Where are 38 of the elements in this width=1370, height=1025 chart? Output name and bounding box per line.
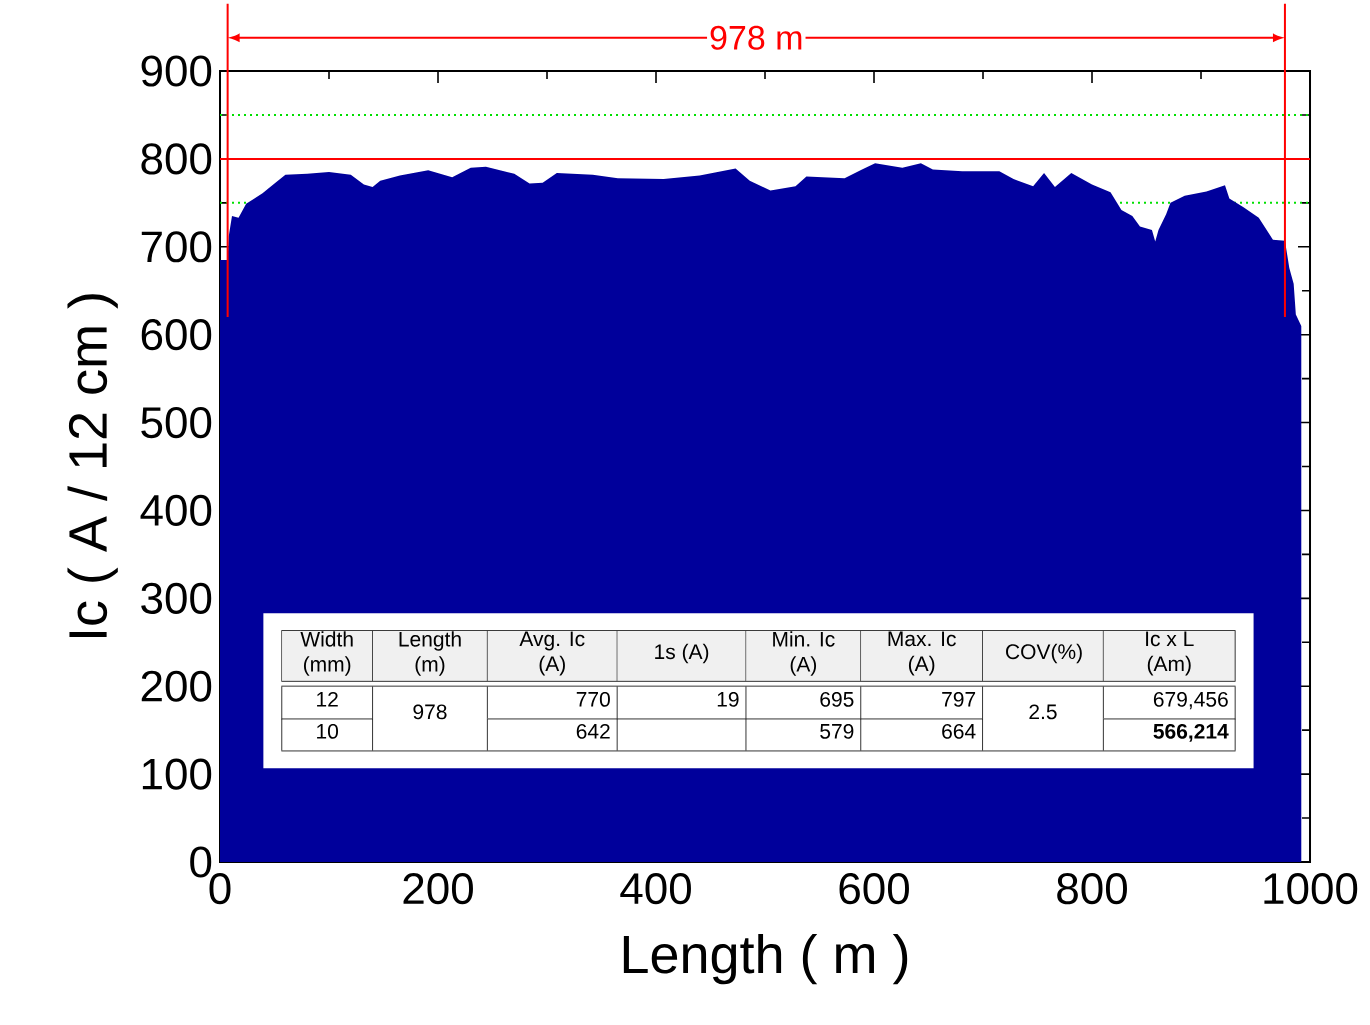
y-tick-label: 100	[142, 758, 212, 790]
y-tick-label: 900	[141, 55, 212, 87]
annotation: Width (mm)	[300, 631, 353, 676]
annotation: 679,456	[1153, 691, 1228, 710]
x-tick-label: 800	[1057, 873, 1127, 905]
annotation: 579	[820, 723, 854, 739]
annotation: 797	[942, 691, 976, 707]
x-tick-label: 1000	[1264, 873, 1358, 905]
annotation: 19	[717, 691, 739, 707]
annotation: COV(%)	[1006, 643, 1082, 664]
x-axis-title: Length ( m )	[623, 933, 908, 985]
x-tick-label: 200	[403, 873, 473, 905]
y-tick-label: 700	[141, 231, 212, 263]
annotation: Max. Ic (A)	[888, 631, 956, 676]
y-tick-label: 800	[141, 143, 212, 175]
annotation: 10	[317, 723, 339, 739]
x-tick-label: 400	[620, 873, 691, 905]
annotation: 664	[942, 723, 976, 739]
y-tick-label: 400	[140, 494, 212, 527]
annotation: 978	[413, 704, 447, 720]
annotation: 566,214	[1153, 723, 1229, 742]
annotation: 642	[576, 723, 610, 739]
y-axis-title: Ic ( A / 12 cm )	[67, 294, 118, 638]
y-tick-label: 600	[141, 319, 212, 351]
annotation: Avg. Ic (A)	[519, 631, 585, 676]
y-tick-label: 500	[141, 406, 212, 439]
annotation: Ic x L (Am)	[1146, 631, 1194, 676]
text: 978 m	[710, 25, 802, 50]
annotation: 770	[576, 691, 610, 707]
y-tick-label: 300	[141, 582, 212, 614]
x-tick-label: 600	[839, 873, 909, 905]
y-tick-label: 200	[141, 670, 212, 702]
annotation: 1s (A)	[655, 643, 709, 664]
annotation: 695	[820, 691, 854, 707]
annotation: Min. Ic (A)	[773, 631, 835, 676]
annotation: 2.5	[1029, 704, 1057, 720]
annotation: 12	[317, 691, 338, 707]
annotation: Length (m)	[399, 631, 461, 676]
